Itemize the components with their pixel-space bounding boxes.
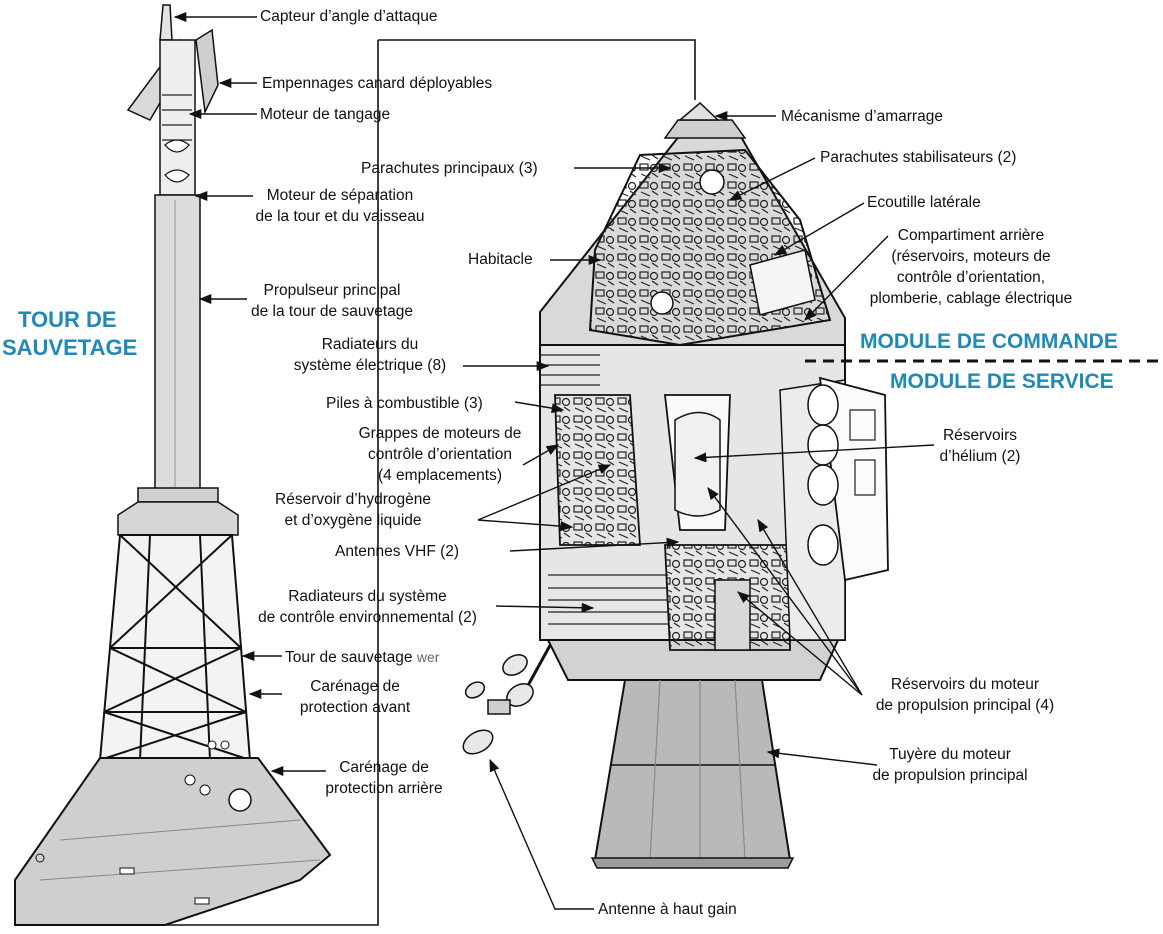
label-parachutes-principaux: Parachutes principaux (3) <box>361 160 538 177</box>
label-carenage-arriere: Carénage de protection arrière <box>284 757 484 799</box>
label-capteur: Capteur d’angle d’attaque <box>260 8 438 25</box>
label-grappes-line2: contrôle d’orientation <box>368 446 512 463</box>
label-radiateurs-elec-line1: Radiateurs du <box>321 336 419 353</box>
label-mecanisme: Mécanisme d’amarrage <box>781 108 943 125</box>
label-tour-sauvetage-text: Tour de sauvetage <box>285 649 413 666</box>
label-moteur-separation-line1: Moteur de séparation <box>266 187 414 204</box>
escape-tower <box>14 4 332 926</box>
label-reservoir-h-line1: Réservoir d’hydrogène <box>275 491 431 508</box>
engine-nozzle <box>593 679 792 861</box>
label-tour-sauvetage: Tour de sauvetage wer <box>285 647 439 668</box>
label-tuyere-line1: Tuyère du moteur <box>889 746 1011 763</box>
boost-protective-cover <box>14 757 332 926</box>
docking-probe <box>663 119 747 139</box>
label-antenne-gain: Antenne à haut gain <box>598 901 737 918</box>
label-antennes-vhf: Antennes VHF (2) <box>335 543 460 560</box>
tower-rocket-motor <box>154 194 201 491</box>
label-reservoirs-moteur: Réservoirs du moteur de propulsion princ… <box>850 674 1080 716</box>
label-carenage-avant-line1: Carénage de <box>310 678 400 695</box>
label-moteur-tangage: Moteur de tangage <box>260 106 391 123</box>
label-helium-line1: Réservoirs <box>942 427 1018 444</box>
label-propulseur-line1: Propulseur principal <box>263 282 401 299</box>
service-module-heading: MODULE DE SERVICE <box>890 370 1114 393</box>
label-helium-line2: d’hélium (2) <box>939 448 1021 465</box>
label-compartiment-line3: contrôle d’orientation, <box>896 269 1046 286</box>
tower-truss <box>98 534 252 761</box>
label-parachutes-stab: Parachutes stabilisateurs (2) <box>820 149 1017 166</box>
label-ecoutille: Ecoutille latérale <box>867 194 981 211</box>
label-compartiment-line4: plomberie, cablage électrique <box>869 290 1073 307</box>
label-tuyere: Tuyère du moteur de propulsion principal <box>850 744 1050 786</box>
label-tour-suffix: wer <box>416 649 440 665</box>
label-reservoirs-moteur-line1: Réservoirs du moteur <box>890 676 1040 693</box>
service-module-door <box>818 376 889 582</box>
label-carenage-avant-line2: protection avant <box>299 699 411 716</box>
label-compartiment-line1: Compartiment arrière <box>897 227 1045 244</box>
spacecraft <box>462 101 889 869</box>
tower-heading-line2: SAUVETAGE <box>2 335 138 360</box>
label-radiateurs-env-line2: de contrôle environnemental (2) <box>258 609 477 626</box>
tower-heading-line1: TOUR DE <box>18 307 117 332</box>
label-moteur-separation-line2: de la tour et du vaisseau <box>255 208 425 225</box>
label-radiateurs-env: Radiateurs du système de contrôle enviro… <box>235 586 500 628</box>
canard-right <box>195 28 219 115</box>
label-carenage-avant: Carénage de protection avant <box>255 676 455 718</box>
label-reservoirs-moteur-line2: de propulsion principal (4) <box>875 697 1055 714</box>
label-carenage-arriere-line2: protection arrière <box>325 780 443 797</box>
label-helium: Réservoirs d’hélium (2) <box>910 425 1050 467</box>
label-propulseur: Propulseur principal de la tour de sauve… <box>232 280 432 322</box>
label-reservoir-h: Réservoir d’hydrogène et d’oxygène liqui… <box>253 489 453 531</box>
label-compartiment: Compartiment arrière (réservoirs, moteur… <box>846 225 1096 309</box>
label-radiateurs-elec: Radiateurs du système électrique (8) <box>270 334 470 376</box>
label-radiateurs-env-line1: Radiateurs du système <box>288 588 447 605</box>
label-grappes-line1: Grappes de moteurs de <box>358 425 522 442</box>
label-tuyere-line2: de propulsion principal <box>872 767 1028 784</box>
label-radiateurs-elec-line2: système électrique (8) <box>293 357 447 374</box>
label-reservoir-h-line2: et d’oxygène liquide <box>284 512 422 529</box>
label-propulseur-line2: de la tour de sauvetage <box>250 303 413 320</box>
label-piles: Piles à combustible (3) <box>326 395 483 412</box>
label-empennages: Empennages canard déployables <box>262 75 493 92</box>
leader-lines <box>173 11 935 910</box>
label-compartiment-line2: (réservoirs, moteurs de <box>891 248 1051 265</box>
label-moteur-separation: Moteur de séparation de la tour et du va… <box>240 185 440 227</box>
command-module-heading: MODULE DE COMMANDE <box>860 330 1118 353</box>
label-habitacle: Habitacle <box>468 251 533 268</box>
high-gain-antenna <box>462 654 534 755</box>
label-carenage-arriere-line1: Carénage de <box>339 759 429 776</box>
label-grappes-line3: (4 emplacements) <box>377 467 503 484</box>
label-grappes: Grappes de moteurs de contrôle d’orienta… <box>340 423 540 486</box>
